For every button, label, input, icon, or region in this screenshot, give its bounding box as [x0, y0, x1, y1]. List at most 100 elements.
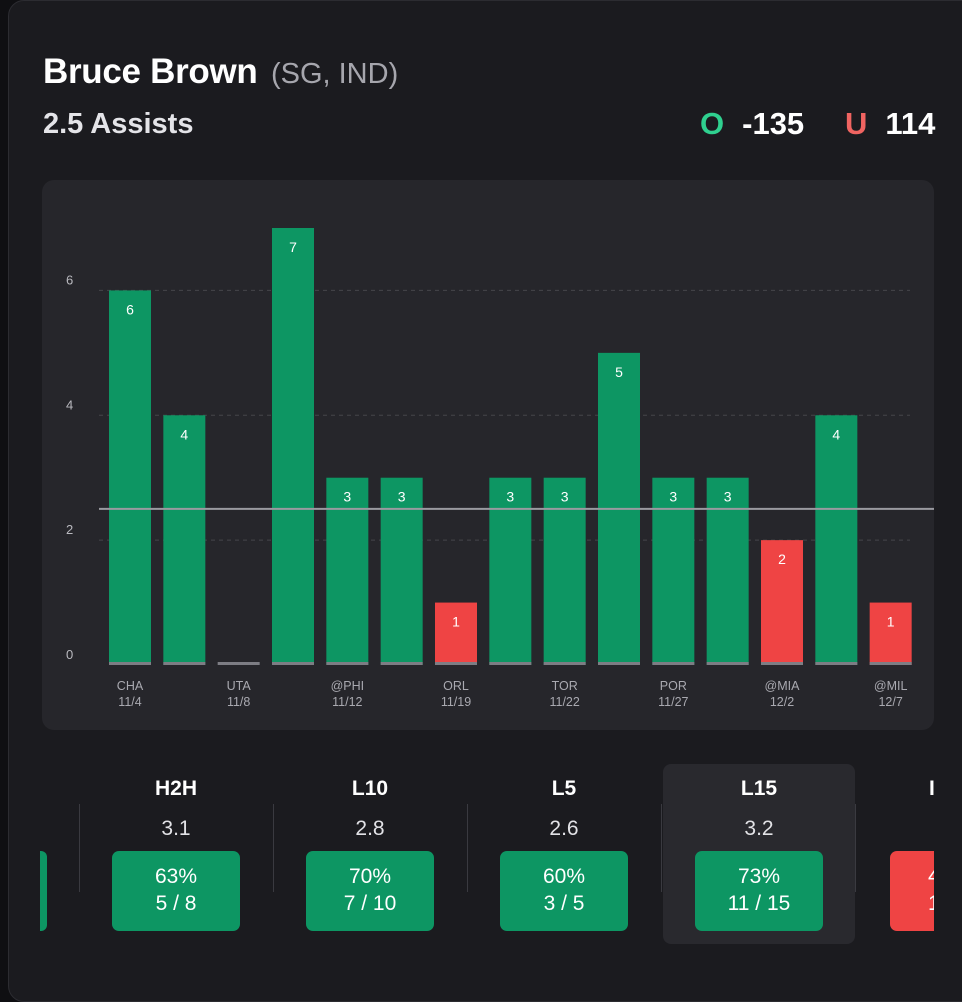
split-tile-l15[interactable]: L15 3.2 73% 11 / 15	[663, 764, 855, 944]
prop-line: 2.5 Assists	[43, 108, 194, 140]
bar-baseline	[869, 662, 912, 665]
bar	[326, 477, 369, 665]
split-record: 11 / 15	[727, 892, 791, 915]
tile-divider	[79, 804, 80, 892]
x-tick-opponent: UTA	[227, 679, 252, 693]
x-tick-date: 12/2	[770, 695, 794, 709]
next-split-record: 13	[928, 892, 934, 915]
x-tick-opponent: @MIA	[765, 679, 801, 693]
x-tick-opponent: ORL	[443, 679, 469, 693]
split-label: L15	[740, 777, 778, 800]
player-name: Bruce Brown	[43, 52, 258, 91]
y-tick-label: 0	[66, 647, 73, 662]
split-average: 3.2	[744, 817, 774, 840]
x-tick-date: 11/4	[118, 695, 141, 709]
split-hit-rate: 60% 3 / 5	[500, 851, 628, 931]
y-tick-label: 6	[66, 272, 73, 287]
player-position-team: (SG, IND)	[270, 58, 399, 90]
over-odds-button[interactable]: O -135	[700, 106, 804, 142]
x-tick-date: 11/19	[441, 695, 471, 709]
y-tick-label: 4	[66, 397, 73, 412]
x-tick-opponent: POR	[660, 679, 687, 693]
bar-value-label: 4	[832, 426, 840, 442]
under-odds-value: 114	[885, 106, 936, 141]
bar-value-label: 3	[561, 489, 569, 505]
x-tick-date: 12/7	[878, 695, 902, 709]
bar-value-label: 7	[289, 239, 297, 255]
split-record: 5 / 8	[155, 892, 197, 915]
under-odds-button[interactable]: U 114	[845, 106, 935, 142]
tile-divider	[273, 804, 274, 892]
split-tiles: H2H 3.1 63% 5 / 8 L10 2.8 70% 7 / 10 L5 …	[0, 764, 962, 976]
bar-baseline	[652, 662, 695, 665]
game-log-chart: 0 2 4 6 6 CHA 11/4 4 UTA 11/8 7 3 @PHI 11/12 3 1 ORL 11/1…	[42, 180, 934, 730]
bar-baseline	[543, 662, 586, 665]
bar	[761, 540, 803, 665]
x-tick-opponent: CHA	[117, 679, 144, 693]
x-tick-opponent: @MIL	[874, 679, 908, 693]
split-percent: 63%	[154, 865, 198, 888]
bar-value-label: 1	[887, 614, 895, 630]
bar-baseline	[272, 662, 314, 665]
bar-baseline	[489, 662, 532, 665]
split-label: H2H	[154, 777, 197, 800]
bar-baseline	[706, 662, 749, 665]
next-split-label-partial[interactable]: I	[929, 777, 935, 800]
bar-baseline	[435, 662, 477, 665]
bar	[272, 228, 314, 665]
bar-value-label: 3	[398, 489, 406, 505]
bar	[109, 290, 151, 665]
bar	[815, 415, 858, 665]
over-odds-value: -135	[742, 106, 805, 141]
bar-value-label: 5	[615, 364, 623, 380]
bar-baseline	[598, 662, 640, 665]
x-tick-date: 11/27	[658, 695, 688, 709]
x-tick-opponent: TOR	[552, 679, 578, 693]
y-tick-label: 2	[66, 522, 73, 537]
bar-value-label: 6	[126, 301, 134, 317]
bar-baseline	[380, 662, 423, 665]
x-tick-opponent: @PHI	[331, 679, 365, 693]
under-label: U	[845, 106, 868, 141]
bar-value-label: 3	[506, 489, 514, 505]
bar-value-label: 3	[724, 489, 732, 505]
x-tick-date: 11/8	[227, 695, 250, 709]
bar-baseline	[217, 662, 260, 665]
bar	[869, 602, 912, 665]
split-average: 2.6	[549, 817, 579, 840]
split-average: 3.1	[161, 817, 191, 840]
next-split-pill-partial[interactable]: 4 13	[890, 851, 934, 931]
bar-value-label: 4	[180, 426, 188, 442]
bar	[652, 477, 695, 665]
split-record: 3 / 5	[543, 892, 585, 915]
bar-value-label: 2	[778, 551, 786, 567]
bar	[435, 602, 477, 665]
split-percent: 60%	[542, 865, 586, 888]
split-label: L5	[551, 777, 577, 800]
tile-divider	[467, 804, 468, 892]
bar	[489, 477, 532, 665]
split-record: 7 / 10	[343, 892, 397, 915]
previous-split-pill-partial[interactable]	[40, 851, 47, 931]
bar-baseline	[815, 662, 858, 665]
split-label: L10	[351, 777, 389, 800]
bar-value-label: 3	[669, 489, 677, 505]
bar-baseline	[326, 662, 369, 665]
bar	[543, 477, 586, 665]
split-tile-h2h[interactable]: H2H 3.1 63% 5 / 8	[80, 764, 272, 944]
bar-value-label: 3	[343, 489, 351, 505]
over-label: O	[700, 106, 725, 141]
next-split-percent: 4	[928, 865, 934, 888]
bar	[706, 477, 749, 665]
split-hit-rate: 73% 11 / 15	[695, 851, 823, 931]
split-tile-l10[interactable]: L10 2.8 70% 7 / 10	[274, 764, 466, 944]
bar-value-label: 1	[452, 614, 460, 630]
split-hit-rate: 63% 5 / 8	[112, 851, 240, 931]
split-hit-rate: 70% 7 / 10	[306, 851, 434, 931]
x-tick-date: 11/22	[549, 695, 579, 709]
x-tick-date: 11/12	[332, 695, 362, 709]
split-tile-l5[interactable]: L5 2.6 60% 3 / 5	[468, 764, 660, 944]
bar-baseline	[163, 662, 206, 665]
player-heading: Bruce Brown (SG, IND)	[43, 52, 398, 92]
bar	[163, 415, 206, 665]
